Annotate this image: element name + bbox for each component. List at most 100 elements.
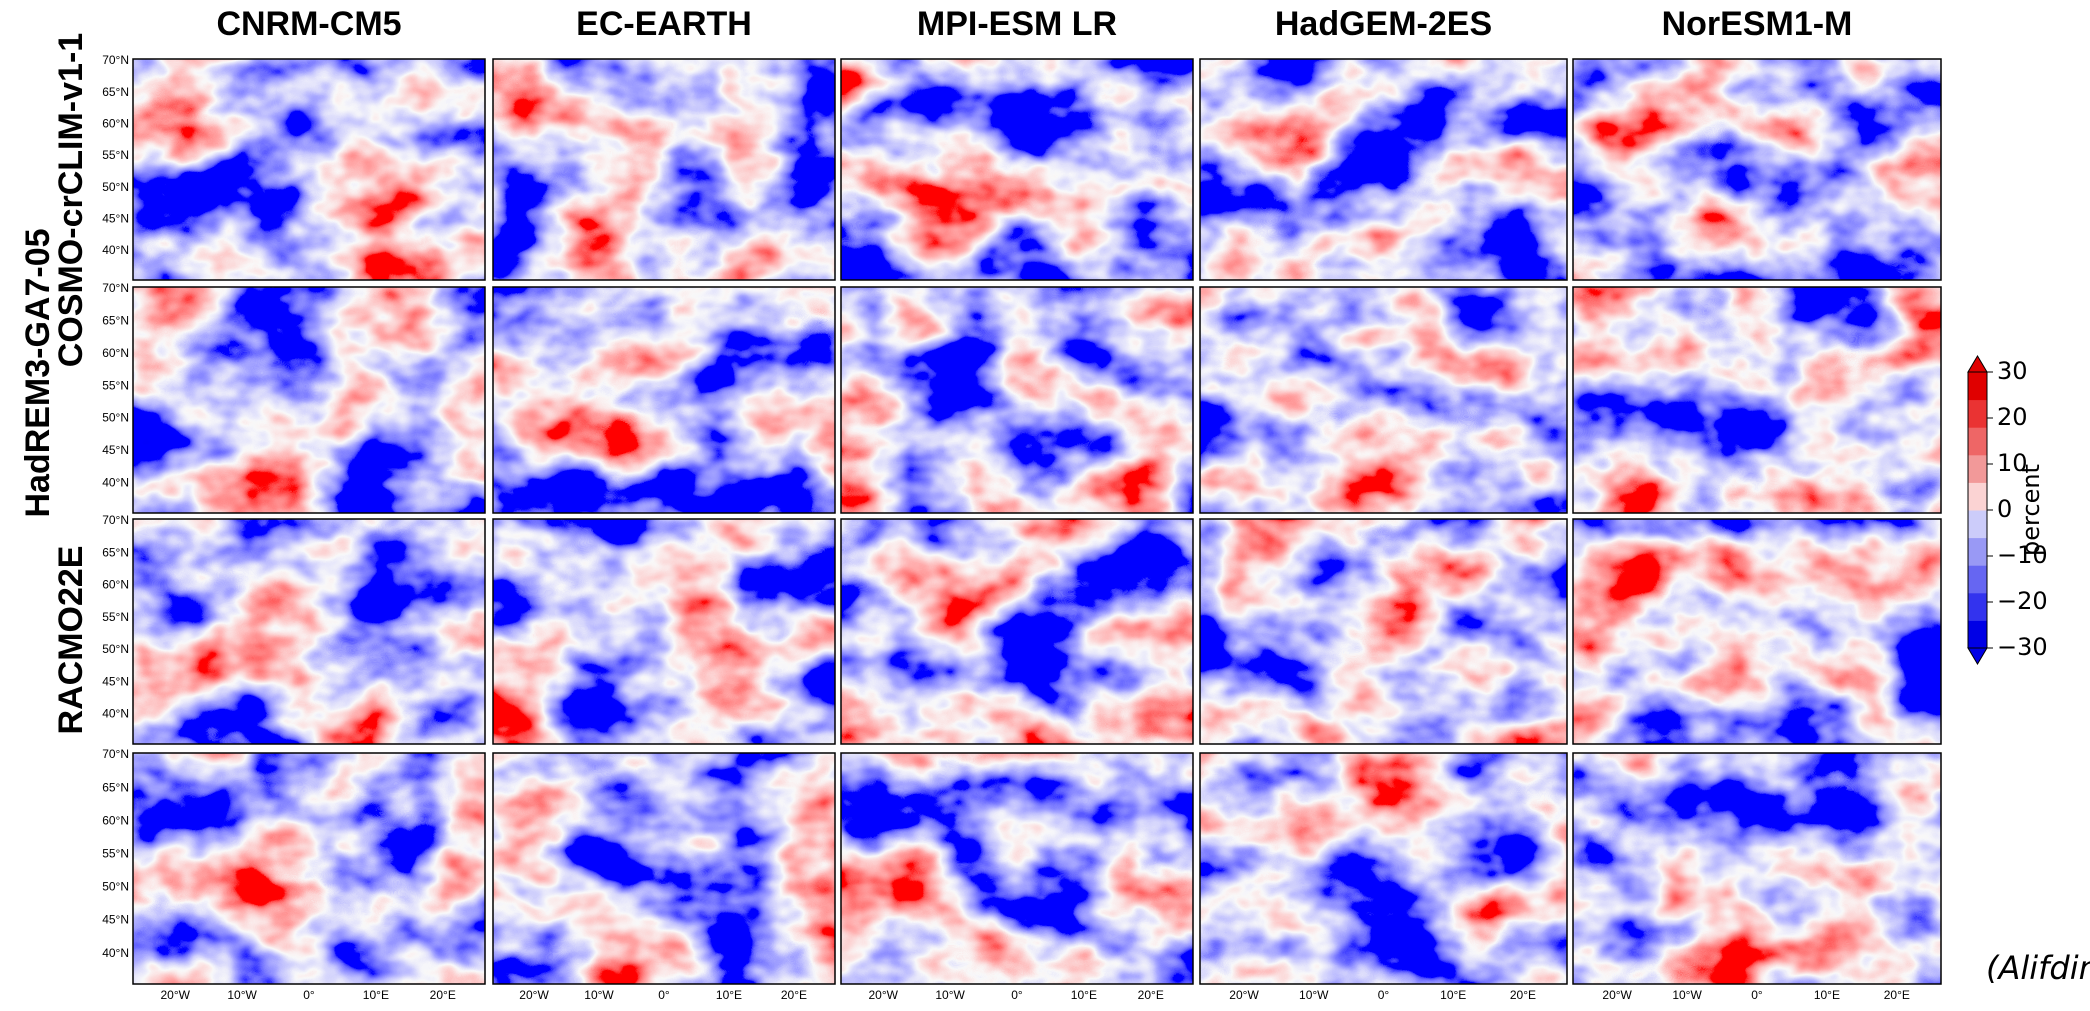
lat-tick-label: 60°N: [102, 346, 129, 360]
lon-tick-label: 20°W: [160, 988, 190, 1002]
lat-tick-label: 45°N: [102, 674, 129, 688]
colorbar-tick-label: 0: [1997, 495, 2012, 523]
lon-tick-label: 0°: [1378, 988, 1390, 1002]
map-panel: [1573, 59, 1941, 280]
lon-tick-label: 0°: [1751, 988, 1763, 1002]
map-panel: [493, 753, 835, 984]
colorbar-tick-label: 30: [1997, 357, 2028, 385]
colorbar-segment: [1968, 565, 1987, 593]
map-panel: [133, 519, 485, 744]
column-title: CNRM-CM5: [216, 5, 401, 43]
lat-tick-label: 65°N: [102, 314, 129, 328]
lat-tick-label: 40°N: [102, 707, 129, 721]
lon-tick-label: 10°W: [1672, 988, 1702, 1002]
map-panel: [133, 287, 485, 513]
lat-tick-label: 65°N: [102, 780, 129, 794]
lat-tick-label: 40°N: [102, 946, 129, 960]
lon-tick-label: 10°W: [1299, 988, 1329, 1002]
lat-tick-label: 60°N: [102, 117, 129, 131]
lat-tick-label: 55°N: [102, 847, 129, 861]
row-label: COSMO-crCLIM-v1-1: [52, 33, 90, 367]
lon-tick-label: 20°E: [430, 988, 456, 1002]
colorbar-extend: [1968, 356, 1987, 372]
lat-tick-label: 45°N: [102, 443, 129, 457]
map-panel: [841, 287, 1193, 513]
lat-tick-label: 50°N: [102, 880, 129, 894]
colorbar-tick-label: 20: [1997, 403, 2028, 431]
lon-tick-label: 10°W: [935, 988, 965, 1002]
lon-tick-label: 10°E: [363, 988, 389, 1002]
lat-tick-label: 50°N: [102, 180, 129, 194]
lat-tick-label: 70°N: [102, 53, 129, 67]
lat-tick-label: 65°N: [102, 545, 129, 559]
colorbar-segment: [1968, 593, 1987, 621]
map-panel: [493, 287, 835, 513]
map-panel: [493, 519, 835, 744]
map-panel: [133, 59, 485, 280]
citation: (Alifdini: [1986, 949, 2090, 987]
lat-tick-label: 40°N: [102, 476, 129, 490]
colorbar-segment: [1968, 372, 1987, 400]
lon-tick-label: 20°E: [1138, 988, 1164, 1002]
colorbar-segment: [1968, 510, 1987, 538]
map-panel: [133, 753, 485, 984]
lat-tick-label: 70°N: [102, 747, 129, 761]
lon-tick-label: 20°E: [781, 988, 807, 1002]
lon-tick-label: 20°W: [1229, 988, 1259, 1002]
colorbar-extend: [1968, 648, 1987, 664]
row-label: RACMO22E: [52, 546, 90, 735]
lon-tick-label: 20°W: [519, 988, 549, 1002]
lon-tick-label: 20°E: [1884, 988, 1910, 1002]
map-panel: [841, 59, 1193, 280]
lat-tick-label: 45°N: [102, 212, 129, 226]
lat-tick-label: 70°N: [102, 513, 129, 527]
lon-tick-label: 20°W: [868, 988, 898, 1002]
colorbar-segment: [1968, 620, 1987, 648]
map-panel: [1573, 519, 1941, 744]
map-panel: [493, 59, 835, 280]
map-panel: [1573, 287, 1941, 513]
lat-tick-label: 65°N: [102, 85, 129, 99]
lon-tick-label: 0°: [1011, 988, 1023, 1002]
colorbar-tick-label: −30: [1997, 633, 2048, 661]
lon-tick-label: 0°: [658, 988, 670, 1002]
row-label: HadREM3-GA7-05: [19, 228, 57, 517]
figure: CNRM-CM5 EC-EARTH MPI-ESM LR HadGEM-2ES NorE…: [0, 0, 2090, 1006]
lon-tick-label: 10°W: [584, 988, 614, 1002]
map-panel: [1200, 753, 1567, 984]
column-title: HadGEM-2ES: [1275, 5, 1492, 43]
lon-tick-label: 10°E: [1071, 988, 1097, 1002]
lon-tick-label: 20°E: [1510, 988, 1536, 1002]
lon-tick-label: 10°E: [1440, 988, 1466, 1002]
lon-tick-label: 10°E: [716, 988, 742, 1002]
map-panel: [841, 753, 1193, 984]
colorbar-label: percent: [2017, 464, 2045, 556]
lon-tick-label: 10°E: [1814, 988, 1840, 1002]
lat-tick-label: 40°N: [102, 243, 129, 257]
lat-tick-label: 60°N: [102, 813, 129, 827]
page: {"columns": ["CNRM-CM5", "EC-EARTH", "MP…: [0, 0, 2090, 1006]
map-panel: [1573, 753, 1941, 984]
colorbar-tick-label: −20: [1997, 587, 2048, 615]
lon-tick-label: 10°W: [227, 988, 257, 1002]
colorbar-segment: [1968, 400, 1987, 428]
colorbar-segment: [1968, 482, 1987, 510]
lat-tick-label: 55°N: [102, 378, 129, 392]
lon-tick-label: 0°: [303, 988, 315, 1002]
colorbar-segment: [1968, 427, 1987, 455]
lon-tick-label: 20°W: [1602, 988, 1632, 1002]
column-title: NorESM1-M: [1662, 5, 1853, 43]
map-panel: [1200, 519, 1567, 744]
lat-tick-label: 55°N: [102, 610, 129, 624]
map-panel: [1200, 59, 1567, 280]
column-title: EC-EARTH: [576, 5, 752, 43]
lat-tick-label: 50°N: [102, 642, 129, 656]
column-title: MPI-ESM LR: [917, 5, 1117, 43]
lat-tick-label: 70°N: [102, 281, 129, 295]
lat-tick-label: 45°N: [102, 913, 129, 927]
lat-tick-label: 50°N: [102, 411, 129, 425]
map-panel: [841, 519, 1193, 744]
map-panel: [1200, 287, 1567, 513]
lat-tick-label: 55°N: [102, 148, 129, 162]
colorbar-segment: [1968, 455, 1987, 483]
